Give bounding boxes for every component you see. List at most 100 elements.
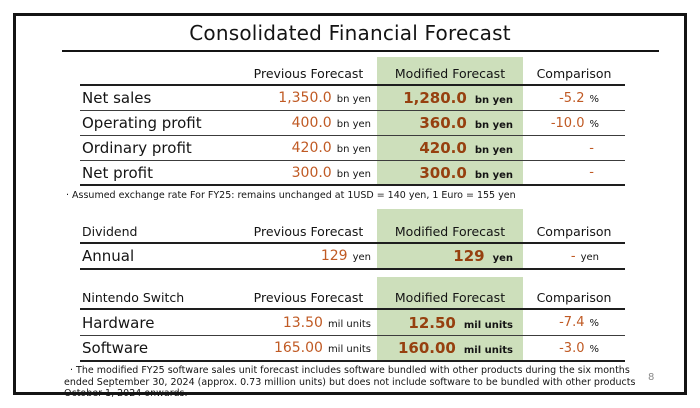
software-units-footnote: · The modified FY25 software sales unit … [64,365,636,399]
modified-forecast-highlight-financial [377,57,523,186]
row-label: Ordinary profit [82,139,192,157]
table-row: Operating profit 400.0 bn yen 360.0 bn yen… [80,111,625,136]
previous-value: 165.00 [273,340,323,356]
modified-value: 129 [453,247,485,265]
table-header-row: Nintendo Switch Previous Forecast Modifi… [80,286,625,310]
modified-unit: mil units [463,345,513,356]
previous-unit: bn yen [336,94,371,105]
table-row: Net profit 300.0 bn yen 300.0 bn yen - [80,161,625,186]
previous-value: 129 [320,248,348,264]
comparison-cell: -10.0% [523,116,625,131]
header-comparison: Comparison [536,289,612,305]
previous-value-cell: 1,350.0 bn yen [240,90,377,106]
comparison-value: -3.0 [559,340,585,356]
modified-value: 1,280.0 [403,89,467,107]
modified-forecast-highlight-switch [377,277,523,362]
header-modified-forecast: Modified Forecast [394,289,506,305]
table-header-row: Dividend Previous Forecast Modified Fore… [80,220,625,244]
previous-unit: bn yen [336,119,371,130]
comparison-unit: % [589,318,599,329]
header-label: Dividend [82,223,138,239]
slide: Consolidated Financial Forecast Previous… [13,13,687,399]
nintendo-switch-table: Nintendo Switch Previous Forecast Modifi… [80,286,625,362]
modified-unit: bn yen [474,95,513,106]
modified-value: 12.50 [408,313,456,332]
modified-value-cell: 420.0 bn yen [377,139,523,157]
modified-value-cell: 160.00 mil units [377,339,523,357]
comparison-value: - [589,140,594,156]
comparison-value: -5.2 [559,90,585,106]
modified-unit: mil units [463,319,513,331]
row-label: Net sales [82,89,152,107]
previous-value-cell: 129 yen [240,248,377,264]
modified-value-cell: 1,280.0 bn yen [377,89,523,107]
comparison-cell: -7.4% [523,315,625,330]
previous-value-cell: 400.0 bn yen [240,115,377,131]
previous-value-cell: 300.0 bn yen [240,165,377,181]
modified-value-cell: 360.0 bn yen [377,114,523,132]
modified-value-cell: 300.0 bn yen [377,164,523,182]
comparison-unit: % [589,93,599,105]
previous-value: 300.0 [291,164,332,181]
header-label: Nintendo Switch [82,289,185,305]
header-modified-forecast: Modified Forecast [394,223,506,239]
comparison-cell: -5.2% [523,91,625,106]
table-row: Software 165.00 mil units 160.00 mil units… [80,336,625,362]
row-label: Net profit [82,163,153,182]
table-row: Annual 129 yen 129 yen - yen [80,244,625,270]
modified-value: 360.0 [419,114,467,132]
modified-value: 160.00 [397,339,456,357]
table-header-row: Previous Forecast Modified Forecast Comp… [80,62,625,86]
previous-unit: mil units [327,318,371,330]
header-modified-forecast: Modified Forecast [394,65,506,81]
modified-value: 300.0 [419,163,467,182]
header-comparison: Comparison [536,65,612,81]
exchange-rate-footnote: · Assumed exchange rate For FY25: remain… [66,190,516,201]
modified-forecast-highlight-dividend [377,209,523,270]
previous-value-cell: 420.0 bn yen [240,140,377,156]
previous-value: 13.50 [282,314,323,331]
comparison-cell: - [523,165,625,180]
modified-value-cell: 129 yen [377,247,523,265]
comparison-unit: % [589,343,599,355]
header-previous-forecast: Previous Forecast [253,223,364,239]
modified-value: 420.0 [419,139,467,157]
previous-value: 400.0 [291,115,332,131]
comparison-cell: - [523,141,625,156]
modified-value-cell: 12.50 mil units [377,314,523,332]
modified-unit: bn yen [474,169,513,181]
table-row: Net sales 1,350.0 bn yen 1,280.0 bn yen -5… [80,86,625,111]
header-previous-forecast: Previous Forecast [253,289,364,305]
comparison-cell: -3.0% [523,341,625,356]
comparison-value: -10.0 [550,115,585,131]
row-label: Hardware [82,313,155,332]
financial-forecast-table: Previous Forecast Modified Forecast Comp… [80,62,625,186]
row-label: Operating profit [82,114,202,132]
title-underline [62,50,659,52]
comparison-cell: - yen [523,249,625,264]
comparison-unit: % [589,118,599,130]
table-row: Hardware 13.50 mil units 12.50 mil units -… [80,310,625,336]
modified-unit: bn yen [474,145,513,156]
page-title: Consolidated Financial Forecast [189,21,511,45]
comparison-unit: yen [580,251,599,263]
page-number: 8 [648,372,655,383]
previous-value: 420.0 [291,140,332,156]
dividend-table: Dividend Previous Forecast Modified Fore… [80,220,625,270]
previous-value-cell: 165.00 mil units [240,340,377,356]
row-label: Software [82,339,149,357]
modified-unit: bn yen [474,120,513,131]
row-label: Annual [82,247,135,265]
previous-unit: bn yen [336,144,371,155]
previous-unit: bn yen [336,168,371,180]
header-comparison: Comparison [536,223,612,239]
modified-unit: yen [492,253,513,264]
header-previous-forecast: Previous Forecast [253,65,364,81]
comparison-value: - [589,165,594,180]
table-row: Ordinary profit 420.0 bn yen 420.0 bn yen … [80,136,625,161]
comparison-value: - [570,248,576,264]
previous-unit: yen [352,252,371,263]
previous-unit: mil units [327,344,371,355]
previous-value: 1,350.0 [278,90,332,106]
previous-value-cell: 13.50 mil units [240,315,377,331]
